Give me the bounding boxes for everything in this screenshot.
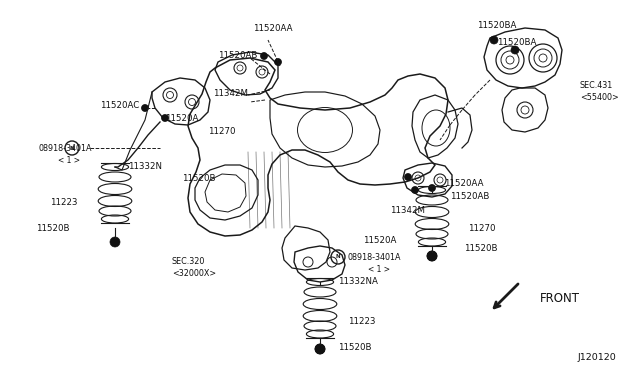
Text: SEC.431: SEC.431 [580, 80, 613, 90]
Text: < 1 >: < 1 > [58, 155, 80, 164]
Text: 11342M: 11342M [213, 89, 248, 97]
Circle shape [412, 186, 419, 193]
Circle shape [429, 185, 435, 192]
Text: 11520B: 11520B [338, 343, 371, 353]
Circle shape [427, 251, 437, 261]
Text: 11520BA: 11520BA [497, 38, 536, 46]
Text: <32000X>: <32000X> [172, 269, 216, 279]
Circle shape [110, 237, 120, 247]
Text: 08918-3401A: 08918-3401A [348, 253, 401, 263]
Circle shape [427, 251, 437, 261]
Text: < 1 >: < 1 > [368, 266, 390, 275]
Text: 11520AC: 11520AC [100, 100, 140, 109]
Text: 11520A: 11520A [165, 113, 198, 122]
Text: 11332N: 11332N [128, 161, 162, 170]
Circle shape [404, 173, 412, 180]
Text: <55400>: <55400> [580, 93, 619, 102]
Text: 11520B: 11520B [36, 224, 70, 232]
Circle shape [315, 344, 325, 354]
Text: 11520AA: 11520AA [253, 23, 292, 32]
Circle shape [315, 344, 325, 354]
Text: 11520BA: 11520BA [477, 20, 516, 29]
Text: 11223: 11223 [50, 198, 77, 206]
Text: 08918-3401A: 08918-3401A [38, 144, 92, 153]
Text: FRONT: FRONT [540, 292, 580, 305]
Text: 11223: 11223 [348, 317, 376, 327]
Text: 11270: 11270 [468, 224, 495, 232]
Circle shape [490, 36, 498, 44]
Circle shape [260, 52, 268, 60]
Text: J120120: J120120 [578, 353, 617, 362]
Text: 11520AA: 11520AA [444, 179, 483, 187]
Circle shape [511, 46, 519, 54]
Circle shape [275, 58, 282, 65]
Text: 11520B: 11520B [182, 173, 216, 183]
Text: 11520A: 11520A [363, 235, 396, 244]
Circle shape [141, 105, 148, 112]
Text: 11270: 11270 [208, 126, 236, 135]
Text: N: N [336, 254, 340, 260]
Circle shape [161, 115, 168, 122]
Text: 11520AB: 11520AB [218, 51, 257, 60]
Text: 11520B: 11520B [464, 244, 497, 253]
Text: N: N [70, 145, 74, 151]
Text: SEC.320: SEC.320 [172, 257, 205, 266]
Text: 11332NA: 11332NA [338, 278, 378, 286]
Text: 11342M: 11342M [390, 205, 425, 215]
Text: 11520AB: 11520AB [450, 192, 490, 201]
